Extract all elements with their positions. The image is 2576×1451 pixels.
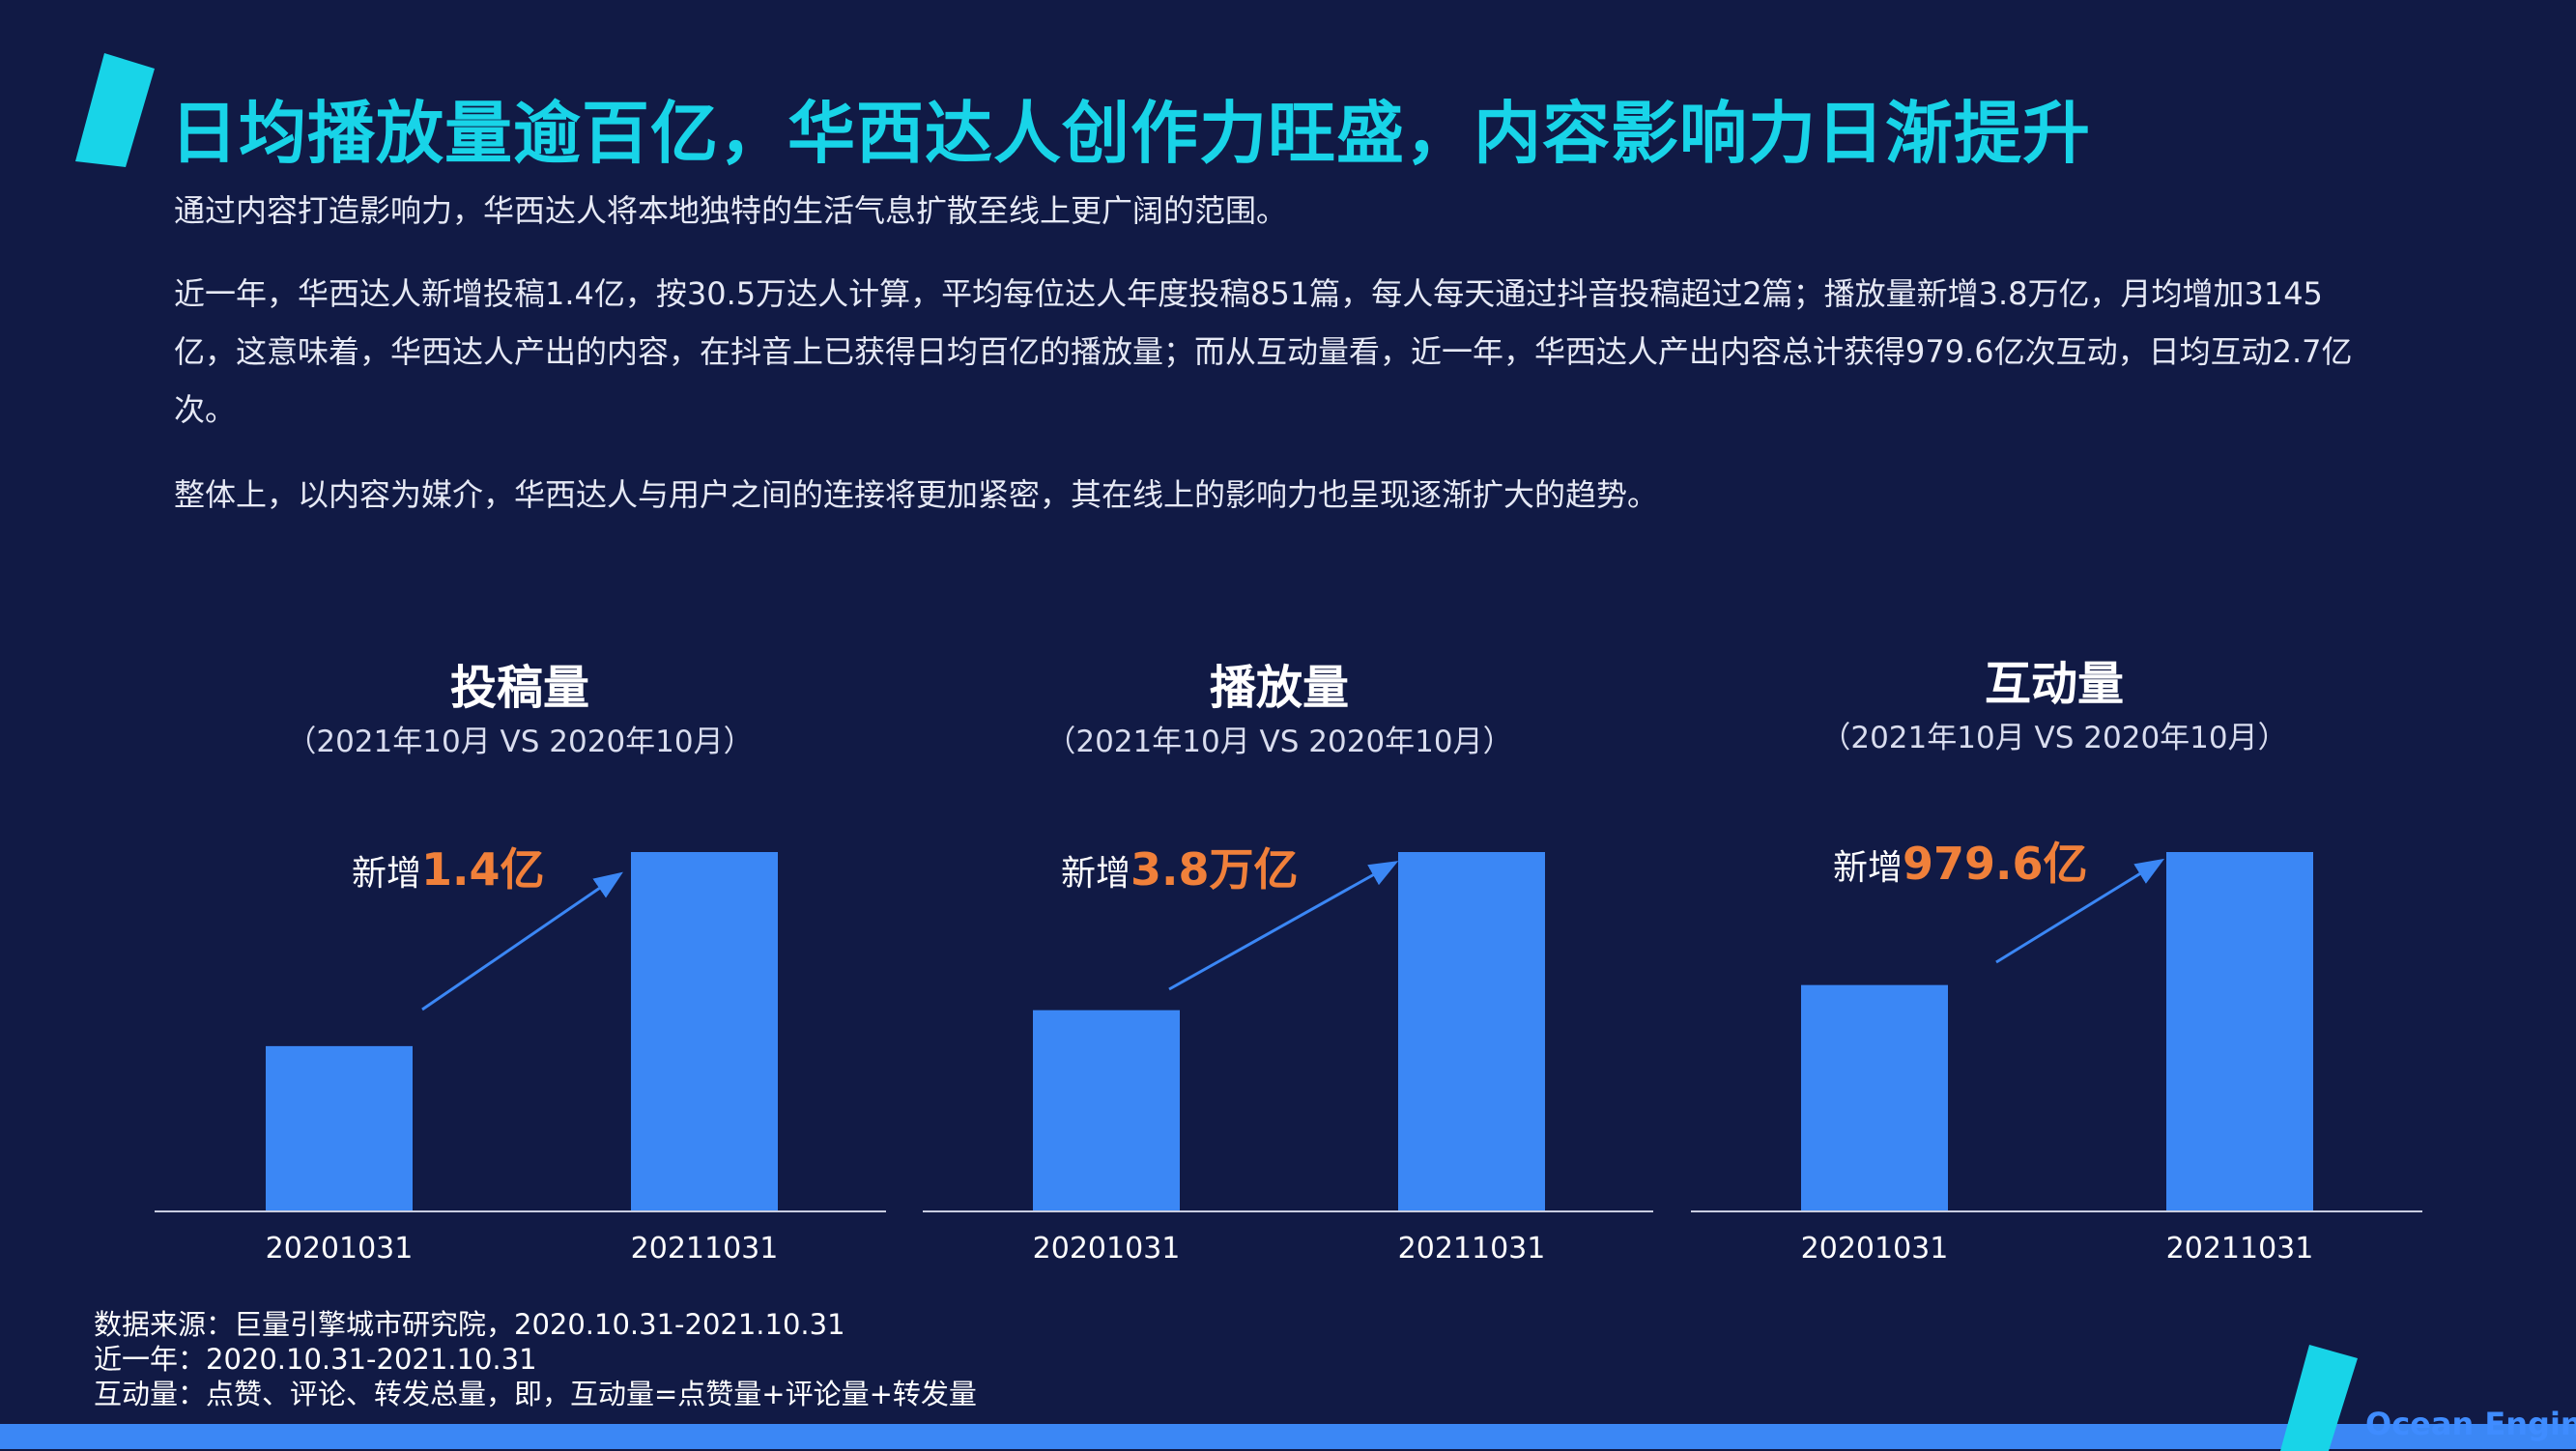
bar xyxy=(266,1045,413,1211)
footnote-source: 数据来源：巨量引擎城市研究院，2020.10.31-2021.10.31 xyxy=(94,1308,845,1341)
chart-subtitle-interactions: （2021年10月 VS 2020年10月） xyxy=(1820,721,2288,755)
growth-prefix: 新增 xyxy=(352,854,422,894)
x-tick-label: 20211031 xyxy=(2166,1232,2314,1266)
bottom-accent-bar xyxy=(0,1424,2576,1449)
chart-title-plays: 播放量 xyxy=(1209,661,1349,715)
growth-value: 1.4亿 xyxy=(421,843,545,896)
chart-title-submissions: 投稿量 xyxy=(449,661,589,715)
growth-value: 979.6亿 xyxy=(1903,838,2088,890)
x-tick-label: 20201031 xyxy=(1033,1232,1181,1266)
chart-subtitle-plays: （2021年10月 VS 2020年10月） xyxy=(1045,725,1513,759)
brand-logo: Ocean Engine xyxy=(2365,1406,2576,1442)
footnote-period: 近一年：2020.10.31-2021.10.31 xyxy=(94,1343,537,1376)
growth-label-plays: 新增3.8万亿 xyxy=(1061,835,1299,898)
bar xyxy=(2166,852,2313,1211)
chart-title-interactions: 互动量 xyxy=(1984,657,2124,711)
x-tick-label: 20201031 xyxy=(1801,1232,1949,1266)
growth-arrow xyxy=(1168,861,1399,991)
growth-label-submissions: 新增1.4亿 xyxy=(352,835,545,898)
growth-arrow xyxy=(1995,858,2165,964)
x-tick-label: 20201031 xyxy=(266,1232,414,1266)
page-title: 日均播放量逾百亿，华西达人创作力旺盛，内容影响力日渐提升 xyxy=(170,94,2091,173)
title-accent-shape xyxy=(75,53,155,167)
growth-value: 3.8万亿 xyxy=(1131,843,1299,896)
bar xyxy=(631,852,778,1211)
growth-label-interactions: 新增979.6亿 xyxy=(1833,829,2088,893)
x-tick-label: 20211031 xyxy=(1398,1232,1546,1266)
chart-subtitle-submissions: （2021年10月 VS 2020年10月） xyxy=(286,725,754,759)
intro-paragraph: 通过内容打造影响力，华西达人将本地独特的生活气息扩散至线上更广阔的范围。 xyxy=(174,192,1288,229)
footnote-definition: 互动量：点赞、评论、转发总量，即，互动量=点赞量+评论量+转发量 xyxy=(94,1378,977,1410)
x-tick-label: 20211031 xyxy=(631,1232,779,1266)
growth-prefix: 新增 xyxy=(1833,848,1903,888)
summary-paragraph: 整体上，以内容为媒介，华西达人与用户之间的连接将更加紧密，其在线上的影响力也呈现… xyxy=(174,476,1659,513)
growth-prefix: 新增 xyxy=(1061,854,1131,894)
bar xyxy=(1398,852,1545,1211)
bar xyxy=(1033,1010,1180,1211)
growth-arrow xyxy=(421,871,623,1011)
brand-slash-shape xyxy=(2280,1345,2358,1451)
stats-paragraph: 近一年，华西达人新增投稿1.4亿，按30.5万达人计算，平均每位达人年度投稿85… xyxy=(174,275,2353,428)
bar xyxy=(1801,984,1948,1211)
footnotes: 数据来源：巨量引擎城市研究院，2020.10.31-2021.10.31 近一年… xyxy=(94,1307,977,1411)
